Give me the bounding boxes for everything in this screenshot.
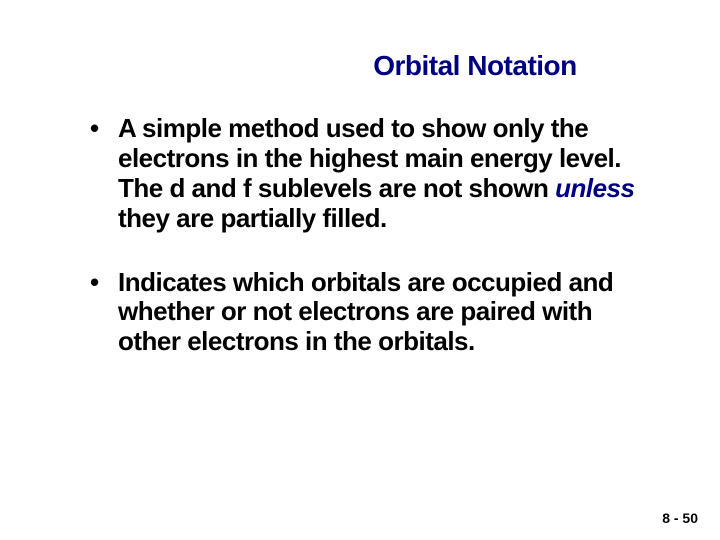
bullet-item: A simple method used to show only the el… (90, 114, 660, 234)
bullet-list: A simple method used to show only the el… (60, 114, 660, 357)
slide-title: Orbital Notation (290, 50, 660, 82)
slide-number: 8 - 50 (662, 510, 698, 526)
slide: Orbital Notation A simple method used to… (0, 0, 720, 540)
bullet-item: Indicates which orbitals are occupied an… (90, 268, 660, 358)
bullet-emph: unless (555, 173, 634, 203)
bullet-text-post: they are partially filled. (118, 203, 387, 233)
bullet-text-pre: A simple method used to show only the el… (118, 113, 621, 203)
bullet-text-pre: Indicates which orbitals are occupied an… (118, 267, 613, 357)
